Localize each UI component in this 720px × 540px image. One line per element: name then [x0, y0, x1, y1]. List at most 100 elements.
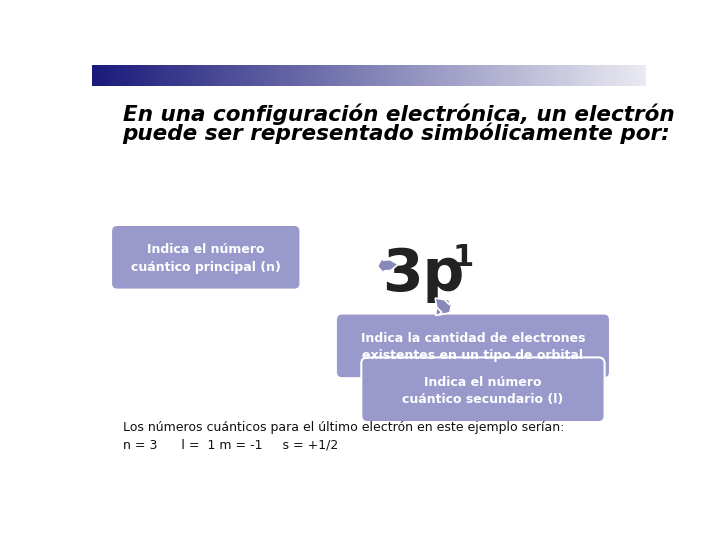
Bar: [300, 65, 303, 86]
Bar: [111, 65, 114, 86]
Bar: [305, 65, 309, 86]
Text: 1: 1: [452, 243, 474, 272]
Bar: [613, 65, 616, 86]
Bar: [425, 65, 428, 86]
Bar: [97, 65, 101, 86]
Bar: [139, 65, 143, 86]
Bar: [333, 65, 336, 86]
Bar: [530, 65, 534, 86]
FancyBboxPatch shape: [111, 225, 300, 289]
Bar: [430, 65, 433, 86]
Bar: [488, 65, 492, 86]
Bar: [161, 65, 165, 86]
Bar: [400, 65, 403, 86]
Bar: [590, 65, 594, 86]
Bar: [449, 65, 453, 86]
Bar: [117, 65, 120, 86]
Bar: [438, 65, 442, 86]
Bar: [145, 65, 148, 86]
Bar: [214, 65, 217, 86]
Bar: [133, 65, 137, 86]
Bar: [247, 65, 251, 86]
Bar: [505, 65, 508, 86]
Bar: [433, 65, 436, 86]
Bar: [632, 65, 636, 86]
Bar: [203, 65, 206, 86]
Bar: [125, 65, 129, 86]
Bar: [344, 65, 348, 86]
FancyBboxPatch shape: [336, 314, 610, 378]
Bar: [364, 65, 367, 86]
Bar: [302, 65, 306, 86]
Bar: [292, 65, 295, 86]
Bar: [220, 65, 223, 86]
Text: Los números cuánticos para el último electrón en este ejemplo serían:: Los números cuánticos para el último ele…: [122, 421, 564, 434]
Bar: [413, 65, 417, 86]
Bar: [166, 65, 170, 86]
Bar: [419, 65, 423, 86]
Bar: [230, 65, 234, 86]
Bar: [169, 65, 173, 86]
Bar: [474, 65, 478, 86]
Bar: [524, 65, 528, 86]
Bar: [599, 65, 603, 86]
Bar: [225, 65, 228, 86]
Bar: [644, 65, 647, 86]
Bar: [638, 65, 642, 86]
Bar: [499, 65, 503, 86]
Bar: [103, 65, 107, 86]
Text: Indica el número: Indica el número: [424, 375, 541, 389]
Bar: [461, 65, 464, 86]
Bar: [452, 65, 456, 86]
Bar: [253, 65, 256, 86]
Bar: [156, 65, 159, 86]
Bar: [546, 65, 550, 86]
Bar: [557, 65, 561, 86]
Bar: [286, 65, 289, 86]
Bar: [175, 65, 179, 86]
Bar: [194, 65, 198, 86]
Bar: [629, 65, 633, 86]
Bar: [316, 65, 320, 86]
Bar: [397, 65, 400, 86]
Bar: [563, 65, 567, 86]
Bar: [386, 65, 390, 86]
Bar: [485, 65, 489, 86]
Bar: [366, 65, 370, 86]
Bar: [535, 65, 539, 86]
Bar: [444, 65, 447, 86]
Bar: [319, 65, 323, 86]
Bar: [361, 65, 364, 86]
Bar: [164, 65, 168, 86]
Bar: [114, 65, 117, 86]
Bar: [369, 65, 372, 86]
Bar: [422, 65, 426, 86]
Bar: [184, 65, 186, 86]
Bar: [549, 65, 553, 86]
Bar: [627, 65, 630, 86]
Bar: [518, 65, 522, 86]
Bar: [236, 65, 240, 86]
Bar: [605, 65, 608, 86]
Text: existentes en un tipo de orbital: existentes en un tipo de orbital: [362, 349, 583, 362]
Text: cuántico principal (n): cuántico principal (n): [131, 261, 281, 274]
Bar: [572, 65, 575, 86]
Bar: [582, 65, 586, 86]
Bar: [472, 65, 475, 86]
Bar: [554, 65, 558, 86]
Bar: [208, 65, 212, 86]
Bar: [588, 65, 592, 86]
Bar: [408, 65, 411, 86]
Bar: [106, 65, 109, 86]
Bar: [136, 65, 140, 86]
Text: puede ser representado simbólicamente por:: puede ser representado simbólicamente po…: [122, 123, 670, 144]
Bar: [128, 65, 131, 86]
Bar: [508, 65, 511, 86]
Bar: [217, 65, 220, 86]
Bar: [200, 65, 204, 86]
Bar: [311, 65, 315, 86]
Bar: [621, 65, 625, 86]
Bar: [109, 65, 112, 86]
Bar: [469, 65, 472, 86]
Bar: [150, 65, 153, 86]
